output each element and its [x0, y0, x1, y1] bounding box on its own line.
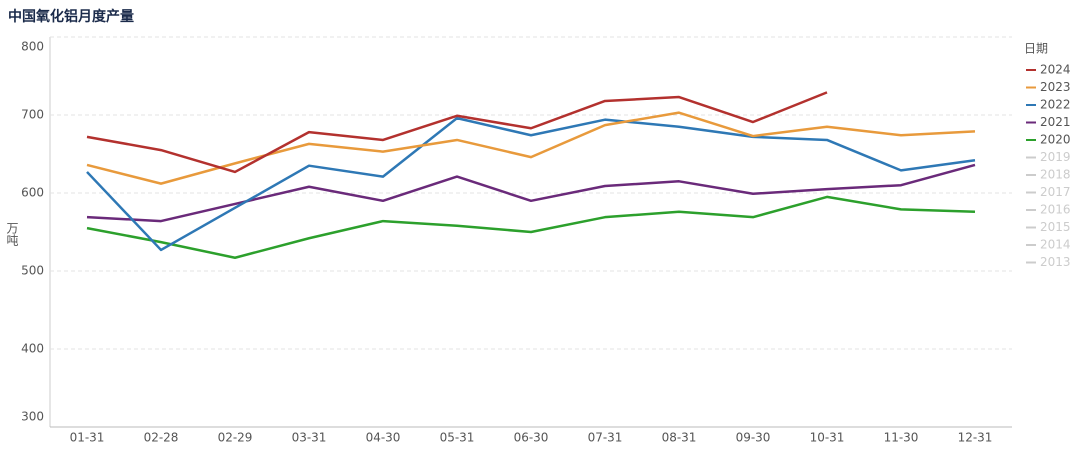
legend-label: 2014	[1040, 238, 1071, 252]
x-tick-label: 08-31	[662, 431, 697, 445]
x-tick-label: 01-31	[70, 431, 105, 445]
legend-title: 日期	[1024, 42, 1048, 56]
y-tick-label: 800	[21, 40, 44, 54]
x-tick-label: 11-30	[884, 431, 919, 445]
y-axis-label: 万吨	[5, 222, 19, 246]
series-line	[86, 195, 976, 259]
legend-label: 2019	[1040, 150, 1071, 164]
series-line	[86, 116, 976, 252]
x-tick-label: 06-30	[514, 431, 549, 445]
legend-label: 2020	[1040, 133, 1071, 147]
chart-title: 中国氧化铝月度产量	[8, 8, 134, 25]
series-line	[86, 111, 976, 185]
x-tick-label: 09-30	[736, 431, 771, 445]
series-line	[86, 163, 976, 223]
legend-label: 2016	[1040, 203, 1071, 217]
legend-label: 2021	[1040, 115, 1071, 129]
y-tick-label: 500	[21, 264, 44, 278]
legend-label: 2015	[1040, 220, 1071, 234]
legend-label: 2017	[1040, 185, 1071, 199]
legend-label: 2024	[1040, 63, 1071, 77]
y-tick-label: 700	[21, 108, 44, 122]
legend-label: 2018	[1040, 168, 1071, 182]
series-line	[86, 91, 828, 174]
x-tick-label: 12-31	[958, 431, 993, 445]
y-tick-label: 300	[21, 410, 44, 424]
x-tick-label: 05-31	[440, 431, 475, 445]
x-tick-label: 03-31	[292, 431, 327, 445]
x-tick-label: 02-29	[218, 431, 253, 445]
y-tick-label: 400	[21, 342, 44, 356]
x-tick-label: 10-31	[810, 431, 845, 445]
x-tick-label: 02-28	[144, 431, 179, 445]
y-tick-label: 600	[21, 186, 44, 200]
legend-label: 2022	[1040, 98, 1071, 112]
x-tick-label: 04-30	[366, 431, 401, 445]
legend-label: 2023	[1040, 80, 1071, 94]
legend-label: 2013	[1040, 255, 1071, 269]
x-tick-label: 07-31	[588, 431, 623, 445]
